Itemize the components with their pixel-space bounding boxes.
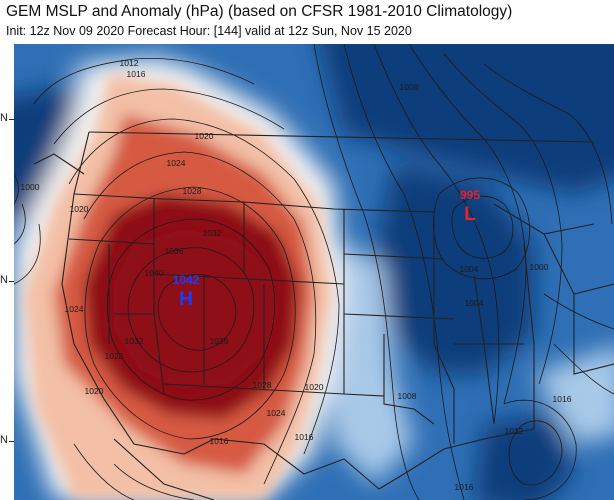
- map-canvas: 1012 1016 1020 1024 1028 1032 1036 1040 …: [14, 44, 614, 500]
- isobar-label: 1020: [85, 386, 104, 396]
- lat-label-south: N: [0, 434, 8, 446]
- isobar-label: 1016: [455, 482, 474, 492]
- isobar-label: 1024: [167, 158, 186, 168]
- state-borders: [33, 131, 614, 500]
- isobar-label: 1000: [530, 262, 549, 272]
- anomaly-shading: [14, 44, 614, 500]
- isobar-label: 1016: [295, 432, 314, 442]
- isobar-label: 1016: [553, 394, 572, 404]
- isobar-label: 1040: [145, 268, 164, 278]
- isobar-label: 1032: [125, 336, 144, 346]
- isobar-lines: [14, 44, 614, 500]
- lat-tick: [9, 281, 14, 282]
- isobar-label: 1012: [120, 58, 139, 68]
- isobar-label: 1008: [400, 82, 419, 92]
- isobar-label: 1020: [70, 204, 89, 214]
- lat-tick: [9, 119, 14, 120]
- lat-tick: [9, 441, 14, 442]
- isobar-label: 1020: [305, 382, 324, 392]
- lat-label-middle: N: [0, 274, 8, 286]
- isobar-label: 1028: [183, 186, 202, 196]
- lat-label-north: N: [0, 112, 8, 124]
- isobar-label: 1024: [65, 304, 84, 314]
- isobar-label: 1036: [165, 246, 184, 256]
- low-pressure-value: 995: [460, 188, 480, 202]
- isobar-label: 1020: [195, 131, 214, 141]
- isobar-label: 1028: [105, 351, 124, 361]
- mslp-anomaly-map: 1012 1016 1020 1024 1028 1032 1036 1040 …: [14, 44, 614, 500]
- isobar-label: 1016: [210, 436, 229, 446]
- forecast-info: Init: 12z Nov 09 2020 Forecast Hour: [14…: [6, 24, 412, 38]
- isobar-label: 1032: [203, 228, 222, 238]
- high-pressure-center: 1042 H: [173, 273, 200, 310]
- low-pressure-marker: L: [464, 204, 476, 225]
- map-header: GEM MSLP and Anomaly (hPa) (based on CFS…: [0, 0, 614, 44]
- low-pressure-center: 995 L: [460, 188, 480, 225]
- isobar-label-layer: 1012 1016 1020 1024 1028 1032 1036 1040 …: [21, 58, 572, 492]
- isobar-label: 1008: [398, 391, 417, 401]
- isobar-label: 1028: [253, 380, 272, 390]
- isobar-label: 1000: [21, 182, 40, 192]
- isobar-label: 1004: [465, 298, 484, 308]
- isobar-label: 1012: [505, 426, 524, 436]
- high-pressure-value: 1042: [173, 273, 200, 287]
- isobar-label: 1036: [210, 336, 229, 346]
- isobar-label: 1004: [460, 264, 479, 274]
- isobar-label: 1024: [267, 408, 286, 418]
- high-pressure-marker: H: [179, 289, 193, 310]
- map-title: GEM MSLP and Anomaly (hPa) (based on CFS…: [6, 3, 513, 20]
- isobar-label: 1016: [127, 69, 146, 79]
